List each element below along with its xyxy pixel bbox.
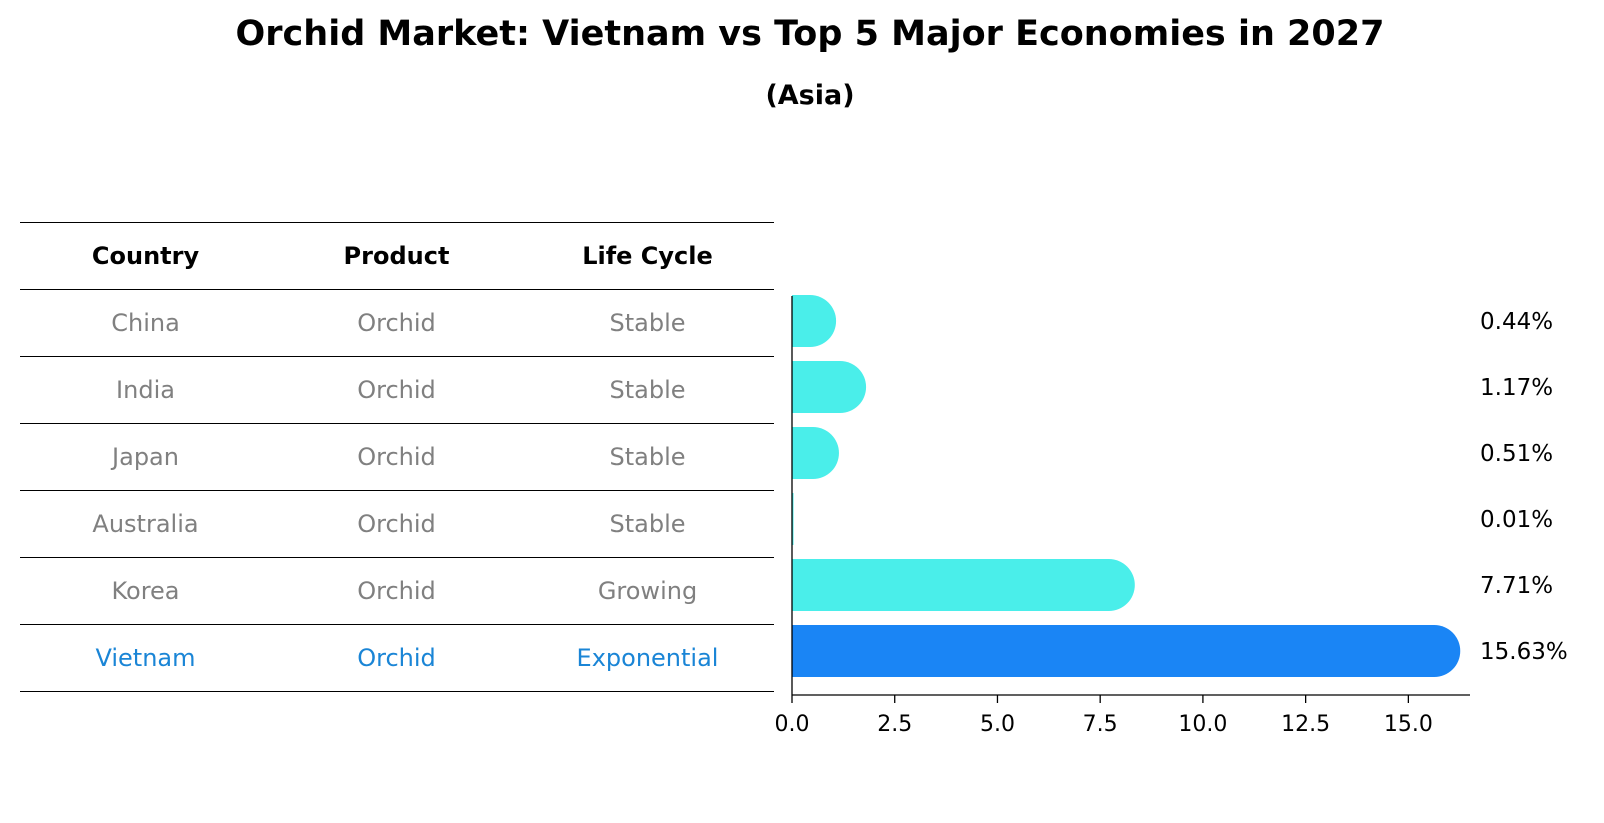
table-row: China Orchid Stable — [20, 289, 774, 356]
cell-life-cycle: Stable — [609, 376, 686, 404]
cell-life-cycle: Stable — [609, 443, 686, 471]
cell-product: Orchid — [357, 376, 436, 404]
cell-country: India — [116, 376, 175, 404]
bar-india — [792, 361, 867, 413]
table-header-row: Country Product Life Cycle — [20, 222, 774, 289]
cell-product: Orchid — [357, 644, 436, 672]
table-row-highlight: Vietnam Orchid Exponential — [20, 624, 774, 692]
value-label-korea: 7.71% — [1480, 573, 1553, 599]
cell-product: Orchid — [357, 443, 436, 471]
x-tick-label: 15.0 — [1384, 712, 1433, 737]
bar-japan — [792, 427, 839, 479]
market-table: Country Product Life Cycle China Orchid … — [20, 222, 774, 692]
value-label-japan: 0.51% — [1480, 441, 1553, 467]
table-row: India Orchid Stable — [20, 356, 774, 423]
cell-country: Japan — [112, 443, 179, 471]
column-header-product: Product — [343, 242, 450, 270]
x-tick-label: 5.0 — [980, 712, 1015, 737]
x-tick-label: 2.5 — [877, 712, 912, 737]
cell-country: Vietnam — [95, 644, 196, 672]
table-row: Australia Orchid Stable — [20, 490, 774, 557]
bar-vietnam — [792, 625, 1461, 677]
value-label-india: 1.17% — [1480, 375, 1553, 401]
cell-life-cycle: Growing — [597, 577, 698, 605]
bar-korea — [792, 559, 1135, 611]
chart-title: Orchid Market: Vietnam vs Top 5 Major Ec… — [235, 14, 1385, 54]
bar-china — [792, 295, 837, 347]
x-tick-label: 7.5 — [1083, 712, 1118, 737]
cell-life-cycle: Stable — [609, 510, 686, 538]
x-tick-label: 10.0 — [1178, 712, 1227, 737]
cell-country: Australia — [92, 510, 199, 538]
table-row: Korea Orchid Growing — [20, 557, 774, 624]
column-header-country: Country — [91, 242, 200, 270]
value-label-australia: 0.01% — [1480, 507, 1553, 533]
cell-product: Orchid — [357, 510, 436, 538]
x-tick-label: 12.5 — [1281, 712, 1330, 737]
cell-product: Orchid — [357, 309, 436, 337]
cell-life-cycle: Exponential — [576, 644, 719, 672]
bar-australia — [792, 493, 794, 545]
x-tick-label: 0.0 — [775, 712, 810, 737]
cell-product: Orchid — [357, 577, 436, 605]
chart-subtitle: (Asia) — [765, 80, 855, 111]
column-header-life-cycle: Life Cycle — [582, 242, 713, 270]
value-label-china: 0.44% — [1480, 309, 1553, 335]
table-row: Japan Orchid Stable — [20, 423, 774, 490]
cell-life-cycle: Stable — [609, 309, 686, 337]
cell-country: China — [111, 309, 180, 337]
value-label-vietnam: 15.63% — [1480, 639, 1568, 665]
cell-country: Korea — [111, 577, 180, 605]
